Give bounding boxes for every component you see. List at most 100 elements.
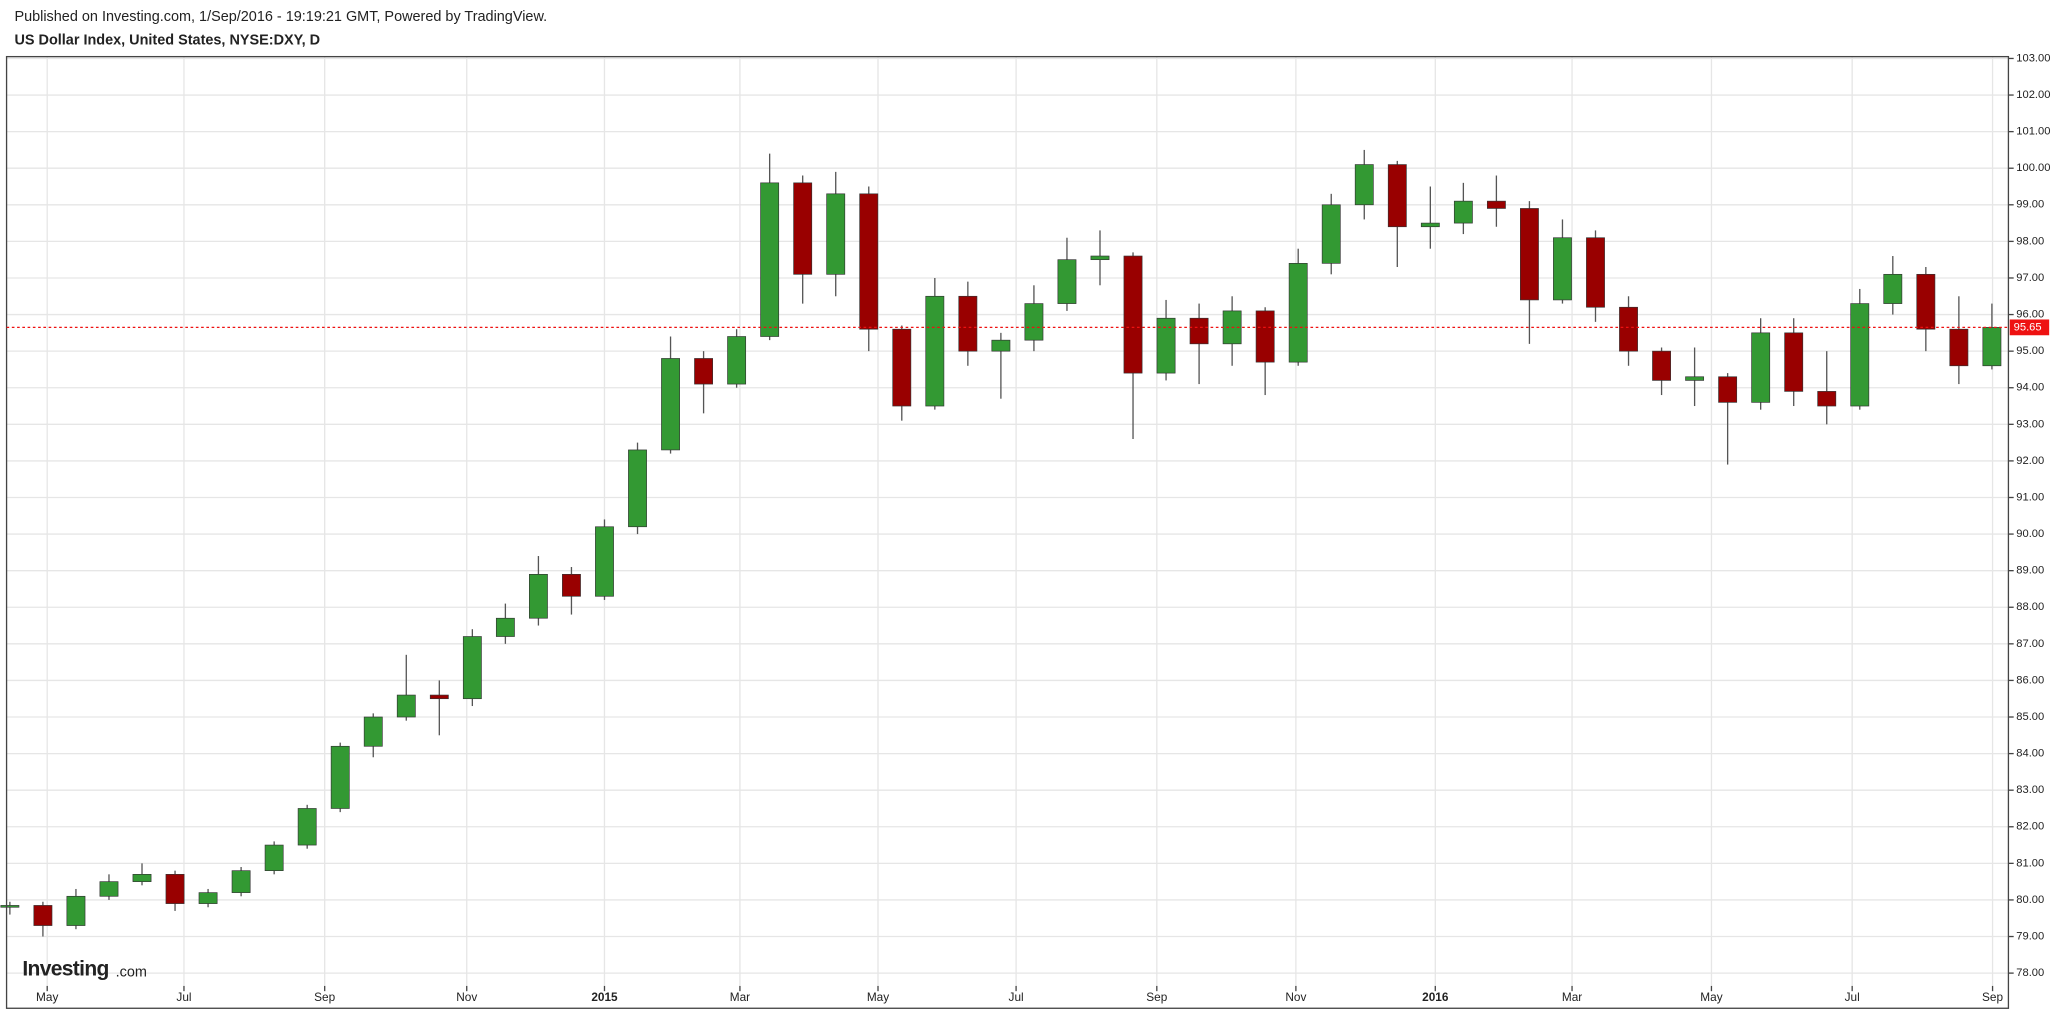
y-tick-label: 95.00: [2016, 345, 2044, 357]
y-tick-label: 82.00: [2016, 821, 2044, 833]
candle-body: [1486, 200, 1506, 209]
candle-body: [462, 636, 482, 700]
last-price-label: 95.65: [2014, 321, 2042, 333]
candle-body: [1520, 208, 1539, 301]
candle-body: [1090, 255, 1110, 261]
candle-body: [1619, 306, 1638, 352]
candle-body: [0, 905, 20, 908]
candle-body: [1420, 222, 1440, 228]
candle-body: [826, 193, 846, 275]
candle-body: [33, 905, 53, 926]
candle-body: [1685, 376, 1705, 381]
candle-body: [1784, 332, 1804, 392]
candle-body: [1387, 164, 1407, 228]
y-tick-label: 101.00: [2016, 126, 2050, 138]
y-tick-label: 87.00: [2016, 638, 2044, 650]
candle-body: [1057, 259, 1077, 304]
y-tick-label: 91.00: [2016, 491, 2044, 503]
x-tick-label: May: [867, 990, 889, 1004]
x-tick-label: Sep: [314, 990, 335, 1004]
candle-body: [958, 295, 978, 352]
candle-body: [1123, 255, 1143, 374]
y-tick-label: 100.00: [2016, 162, 2050, 174]
candle-body: [1949, 328, 1969, 367]
y-tick-label: 93.00: [2016, 418, 2044, 430]
chart-title: US Dollar Index, United States, NYSE:DXY…: [14, 33, 320, 49]
x-tick-label: Jul: [176, 990, 191, 1004]
x-tick-label: May: [1700, 990, 1722, 1004]
candle-body: [1817, 391, 1837, 407]
candle-body: [429, 694, 449, 700]
candle-body: [330, 745, 350, 809]
candle-body: [628, 449, 647, 528]
candle-body: [132, 874, 152, 882]
candle-body: [1586, 237, 1605, 308]
y-tick-label: 86.00: [2016, 674, 2044, 686]
last-price-box: [2009, 319, 2050, 336]
candle-body: [99, 881, 119, 897]
y-tick-label: 79.00: [2016, 930, 2044, 942]
x-tick-label: Jul: [1009, 990, 1024, 1004]
candle-body: [1883, 273, 1903, 304]
candle-body: [66, 895, 86, 926]
y-tick-label: 90.00: [2016, 528, 2044, 540]
candle-body: [1321, 204, 1341, 264]
candle-body: [198, 892, 218, 904]
x-tick-label: Mar: [1562, 990, 1582, 1004]
y-tick-label: 83.00: [2016, 784, 2044, 796]
y-tick-label: 84.00: [2016, 748, 2044, 760]
y-tick-label: 80.00: [2016, 894, 2044, 906]
candle-body: [661, 358, 680, 451]
x-tick-label: Nov: [1285, 990, 1306, 1004]
y-tick-label: 96.00: [2016, 309, 2044, 321]
x-tick-label: 2015: [591, 990, 618, 1004]
candle-body: [1288, 263, 1308, 363]
candles: [0, 149, 2002, 937]
candle-body: [1982, 327, 2002, 367]
candle-body: [1718, 376, 1738, 403]
y-tick-label: 98.00: [2016, 235, 2044, 247]
candle-body: [1553, 237, 1572, 301]
candle-body: [1189, 317, 1209, 345]
y-tick-label: 94.00: [2016, 382, 2044, 394]
candle-body: [1652, 350, 1671, 381]
candle-body: [760, 182, 780, 337]
x-tick-label: Nov: [456, 990, 477, 1004]
candle-body: [1024, 303, 1044, 341]
logo-brand: Investing: [22, 958, 108, 981]
logo-suffix: .com: [116, 965, 147, 981]
candle-body: [264, 844, 284, 872]
y-tick-label: 103.00: [2016, 52, 2050, 64]
y-tick-label: 88.00: [2016, 601, 2044, 613]
candle-body: [1255, 310, 1275, 363]
y-tick-label: 97.00: [2016, 272, 2044, 284]
candle-body: [859, 193, 879, 330]
y-tick-label: 99.00: [2016, 199, 2044, 211]
x-tick-label: Mar: [730, 990, 750, 1004]
candle-body: [297, 808, 317, 846]
candle-body: [925, 295, 945, 407]
candle-body: [793, 182, 813, 275]
candle-body: [529, 573, 548, 619]
candle-body: [595, 526, 614, 597]
candle-body: [562, 573, 581, 597]
candle-body: [363, 716, 383, 747]
x-tick-label: May: [36, 990, 58, 1004]
candle-body: [991, 339, 1011, 352]
x-tick-label: Jul: [1845, 990, 1860, 1004]
candle-body: [727, 336, 747, 385]
candle-body: [1156, 317, 1176, 374]
candle-body: [231, 870, 251, 893]
plot-frame: [5, 55, 2010, 1009]
published-note: Published on Investing.com, 1/Sep/2016 -…: [14, 9, 547, 25]
y-tick-label: 102.00: [2016, 89, 2050, 101]
candle-body: [1751, 332, 1771, 403]
candle-body: [1453, 200, 1473, 224]
x-tick-label: Sep: [1982, 990, 2003, 1004]
x-tick-label: Sep: [1146, 990, 1167, 1004]
candle-body: [165, 874, 185, 904]
candle-body: [495, 617, 515, 637]
y-tick-label: 81.00: [2016, 857, 2044, 869]
